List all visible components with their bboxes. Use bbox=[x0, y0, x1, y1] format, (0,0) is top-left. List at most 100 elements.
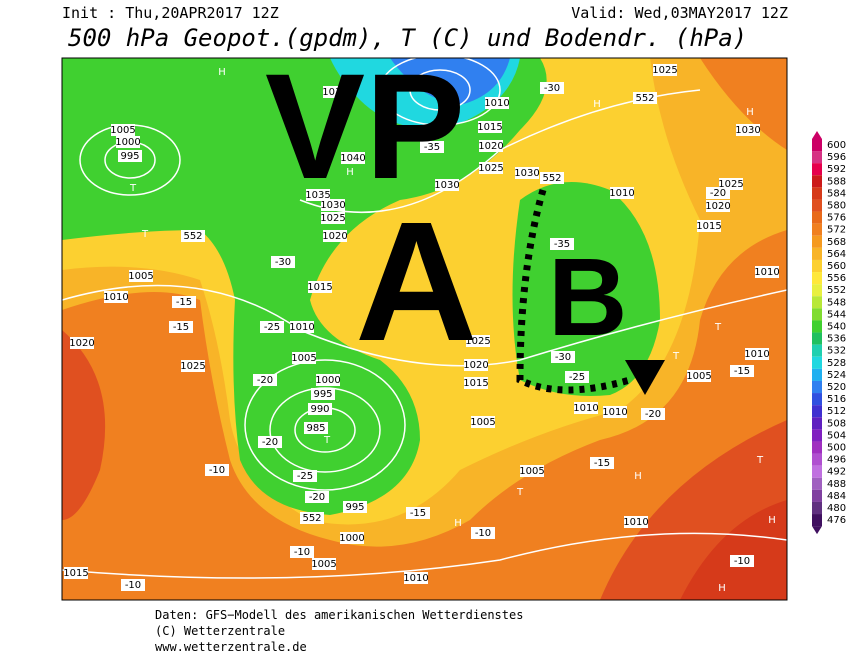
colorbar-label: 512 bbox=[827, 406, 846, 417]
label-box bbox=[260, 321, 284, 333]
label-box bbox=[478, 121, 502, 133]
label-box bbox=[104, 291, 128, 303]
contour-label: 995 bbox=[313, 389, 332, 400]
colorbar-label: 556 bbox=[827, 273, 846, 284]
contour-label: -10 bbox=[125, 580, 141, 591]
label-box bbox=[706, 187, 730, 199]
colorbar-swatch bbox=[812, 199, 822, 212]
label-box bbox=[736, 124, 760, 136]
annotation-vp: VP bbox=[265, 42, 465, 210]
label-box bbox=[64, 567, 88, 579]
colorbar-swatch bbox=[812, 259, 822, 273]
contour-label: 990 bbox=[310, 404, 329, 415]
contour-label: 1010 bbox=[484, 98, 509, 109]
label-box bbox=[471, 527, 495, 539]
label-box bbox=[745, 348, 769, 360]
pressure-center: T bbox=[516, 487, 524, 498]
colorbar-label: 484 bbox=[827, 491, 846, 502]
pressure-center: H bbox=[768, 515, 776, 526]
label-box bbox=[306, 189, 330, 201]
colorbar-swatch bbox=[812, 465, 822, 478]
colorbar-label: 528 bbox=[827, 358, 846, 369]
colorbar-label: 588 bbox=[827, 176, 846, 187]
label-box bbox=[479, 140, 503, 152]
contour-label: -10 bbox=[209, 465, 225, 476]
contour-label: -20 bbox=[309, 492, 325, 503]
source-note: Daten: GFS−Modell des amerikanischen Wet… bbox=[155, 608, 523, 622]
label-box bbox=[603, 406, 627, 418]
contour-label: -10 bbox=[294, 547, 310, 558]
colorbar-label: 492 bbox=[827, 467, 846, 478]
label-box bbox=[540, 82, 564, 94]
label-box bbox=[323, 230, 347, 242]
contour-label: -20 bbox=[645, 409, 661, 420]
colorbar-label: 544 bbox=[827, 309, 846, 320]
colorbar-swatch bbox=[812, 393, 822, 406]
contour-label: -20 bbox=[710, 188, 726, 199]
label-box bbox=[129, 270, 153, 282]
label-box bbox=[311, 388, 335, 400]
contour-label: -30 bbox=[544, 83, 560, 94]
colorbar-swatch bbox=[812, 175, 822, 188]
contour-label: 1030 bbox=[322, 87, 347, 98]
contour-label: 552 bbox=[183, 231, 202, 242]
contour-label: -15 bbox=[594, 458, 610, 469]
label-box bbox=[466, 335, 490, 347]
contour-label: -30 bbox=[275, 257, 291, 268]
label-box bbox=[292, 352, 316, 364]
colorbar-label: 500 bbox=[827, 443, 846, 454]
colorbar-swatch bbox=[812, 235, 822, 248]
contour-label: 1000 bbox=[339, 533, 364, 544]
label-box bbox=[118, 150, 142, 162]
label-box bbox=[312, 558, 336, 570]
label-box bbox=[471, 416, 495, 428]
label-box bbox=[121, 579, 145, 591]
colorbar-label: 584 bbox=[827, 188, 846, 199]
label-box bbox=[172, 296, 196, 308]
contour-label: -10 bbox=[475, 528, 491, 539]
label-box bbox=[641, 408, 665, 420]
label-box bbox=[308, 281, 332, 293]
contour-label: 1010 bbox=[623, 517, 648, 528]
contour-label: 1015 bbox=[696, 221, 721, 232]
contour-label: 1030 bbox=[434, 180, 459, 191]
contour-label: -25 bbox=[264, 322, 280, 333]
colorbar-swatch bbox=[812, 308, 822, 321]
label-box bbox=[540, 172, 564, 184]
colorbar-swatch bbox=[812, 296, 822, 309]
colorbar-label: 536 bbox=[827, 334, 846, 345]
contour-label: 1005 bbox=[686, 371, 711, 382]
contour-label: 995 bbox=[120, 151, 139, 162]
pressure-center: H bbox=[746, 107, 754, 118]
contour-label: -20 bbox=[257, 375, 273, 386]
label-box bbox=[550, 238, 574, 250]
label-box bbox=[116, 136, 140, 148]
contour-label: -10 bbox=[734, 556, 750, 567]
label-box bbox=[464, 359, 488, 371]
label-box bbox=[323, 86, 347, 98]
colorbar: 6005965925885845805765725685645605565525… bbox=[812, 130, 846, 535]
colorbar-label: 524 bbox=[827, 370, 846, 381]
map-title: 500 hPa Geopot.(gpdm), T (C) und Bodendr… bbox=[68, 24, 747, 52]
colorbar-swatch bbox=[812, 247, 822, 260]
colorbar-label: 508 bbox=[827, 418, 846, 429]
contour-label: 1025 bbox=[478, 163, 503, 174]
pressure-center: T bbox=[756, 455, 764, 466]
contour-label: 1015 bbox=[477, 122, 502, 133]
contour-label: 1010 bbox=[744, 349, 769, 360]
label-box bbox=[697, 220, 721, 232]
label-box bbox=[435, 179, 459, 191]
colorbar-label: 600 bbox=[827, 140, 846, 151]
label-box bbox=[340, 532, 364, 544]
colorbar-swatch bbox=[812, 151, 822, 164]
contour-label: 1020 bbox=[69, 338, 94, 349]
contour-label: 1025 bbox=[718, 179, 743, 190]
label-box bbox=[464, 377, 488, 389]
label-box bbox=[341, 152, 365, 164]
map-labels: HHHHTTTTTHHTTHH1005100099510301040103510… bbox=[63, 64, 780, 594]
contour-label: -15 bbox=[173, 322, 189, 333]
label-box bbox=[111, 124, 135, 136]
contour-label: 1020 bbox=[478, 141, 503, 152]
contour-label: 1010 bbox=[103, 292, 128, 303]
colorbar-label: 480 bbox=[827, 503, 846, 514]
